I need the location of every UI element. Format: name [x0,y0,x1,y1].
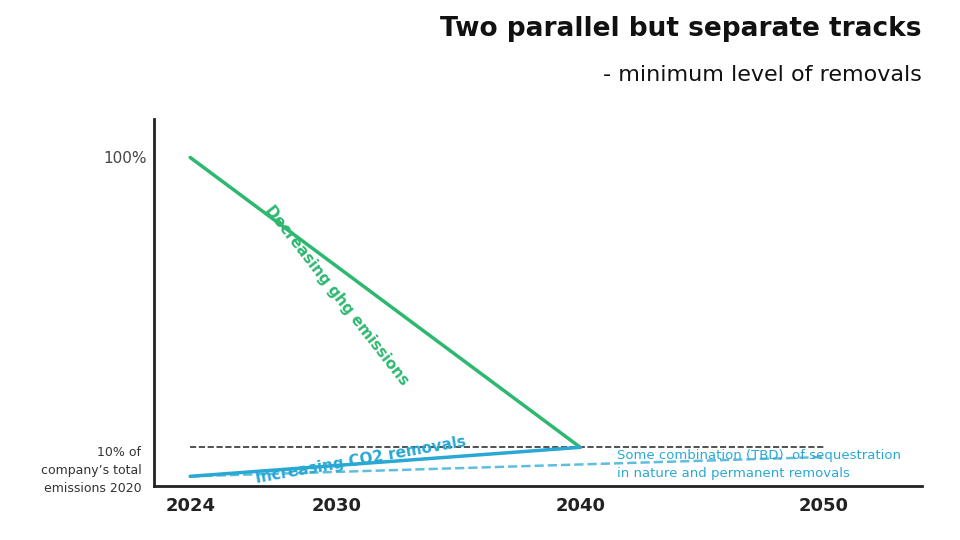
Text: - minimum level of removals: - minimum level of removals [603,65,922,85]
Text: Increasing CO2 removals: Increasing CO2 removals [254,434,468,485]
Text: Some combination (TBD)  of sequestration
in nature and permanent removals: Some combination (TBD) of sequestration … [617,449,900,480]
Text: 10% of
company’s total
emissions 2020: 10% of company’s total emissions 2020 [40,446,141,495]
Text: Decreasing ghg emissions: Decreasing ghg emissions [262,203,411,389]
Text: Two parallel but separate tracks: Two parallel but separate tracks [440,16,922,42]
